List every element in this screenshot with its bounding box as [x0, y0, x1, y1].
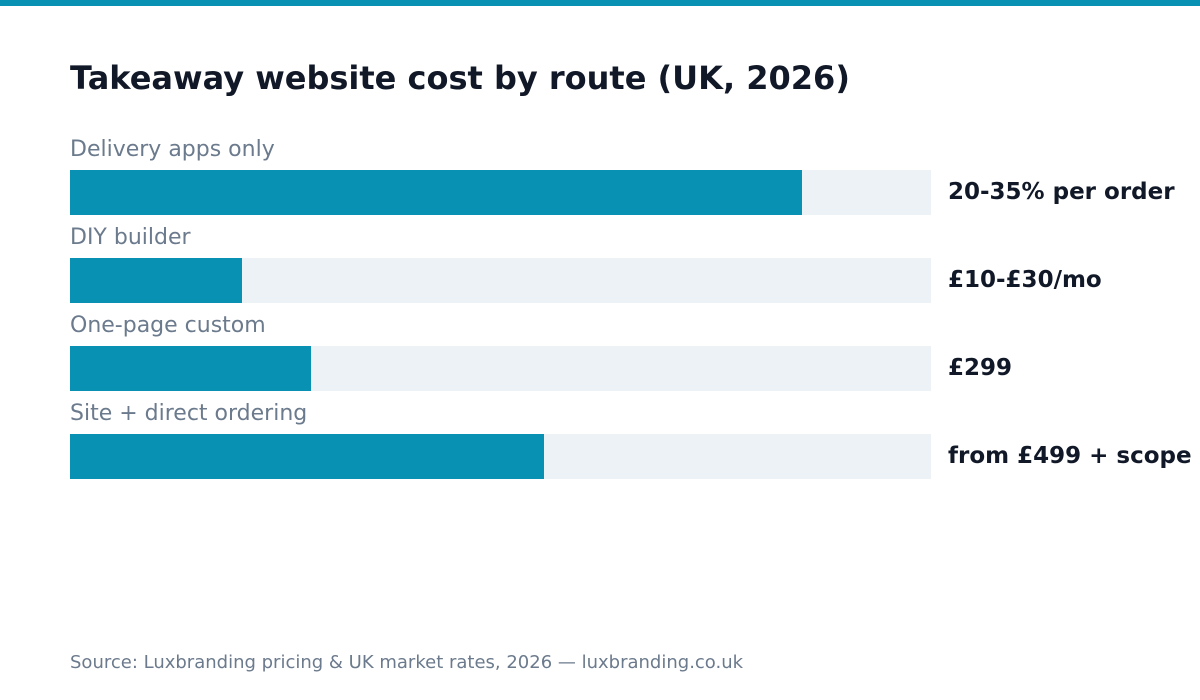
bar-diy-builder — [70, 258, 242, 303]
bar-track-site-direct-ordering — [70, 434, 931, 479]
bar-track-diy-builder — [70, 258, 931, 303]
bar-one-page-custom — [70, 346, 311, 391]
source-note: Source: Luxbranding pricing & UK market … — [70, 652, 744, 673]
value-label-one-page-custom: £299 — [948, 355, 1013, 381]
value-label-delivery-apps-only: 20-35% per order — [948, 179, 1175, 205]
value-label-diy-builder: £10-£30/mo — [948, 267, 1102, 293]
category-label-site-direct-ordering: Site + direct ordering — [70, 401, 308, 426]
bar-site-direct-ordering — [70, 434, 544, 479]
top-accent-rule — [0, 0, 1200, 6]
category-label-one-page-custom: One-page custom — [70, 313, 266, 338]
bar-track-delivery-apps-only — [70, 170, 931, 215]
value-label-site-direct-ordering: from £499 + scope — [948, 443, 1192, 469]
bar-track-one-page-custom — [70, 346, 931, 391]
bar-delivery-apps-only — [70, 170, 802, 215]
category-label-delivery-apps-only: Delivery apps only — [70, 137, 275, 162]
chart-title: Takeaway website cost by route (UK, 2026… — [70, 59, 850, 97]
category-label-diy-builder: DIY builder — [70, 225, 191, 250]
